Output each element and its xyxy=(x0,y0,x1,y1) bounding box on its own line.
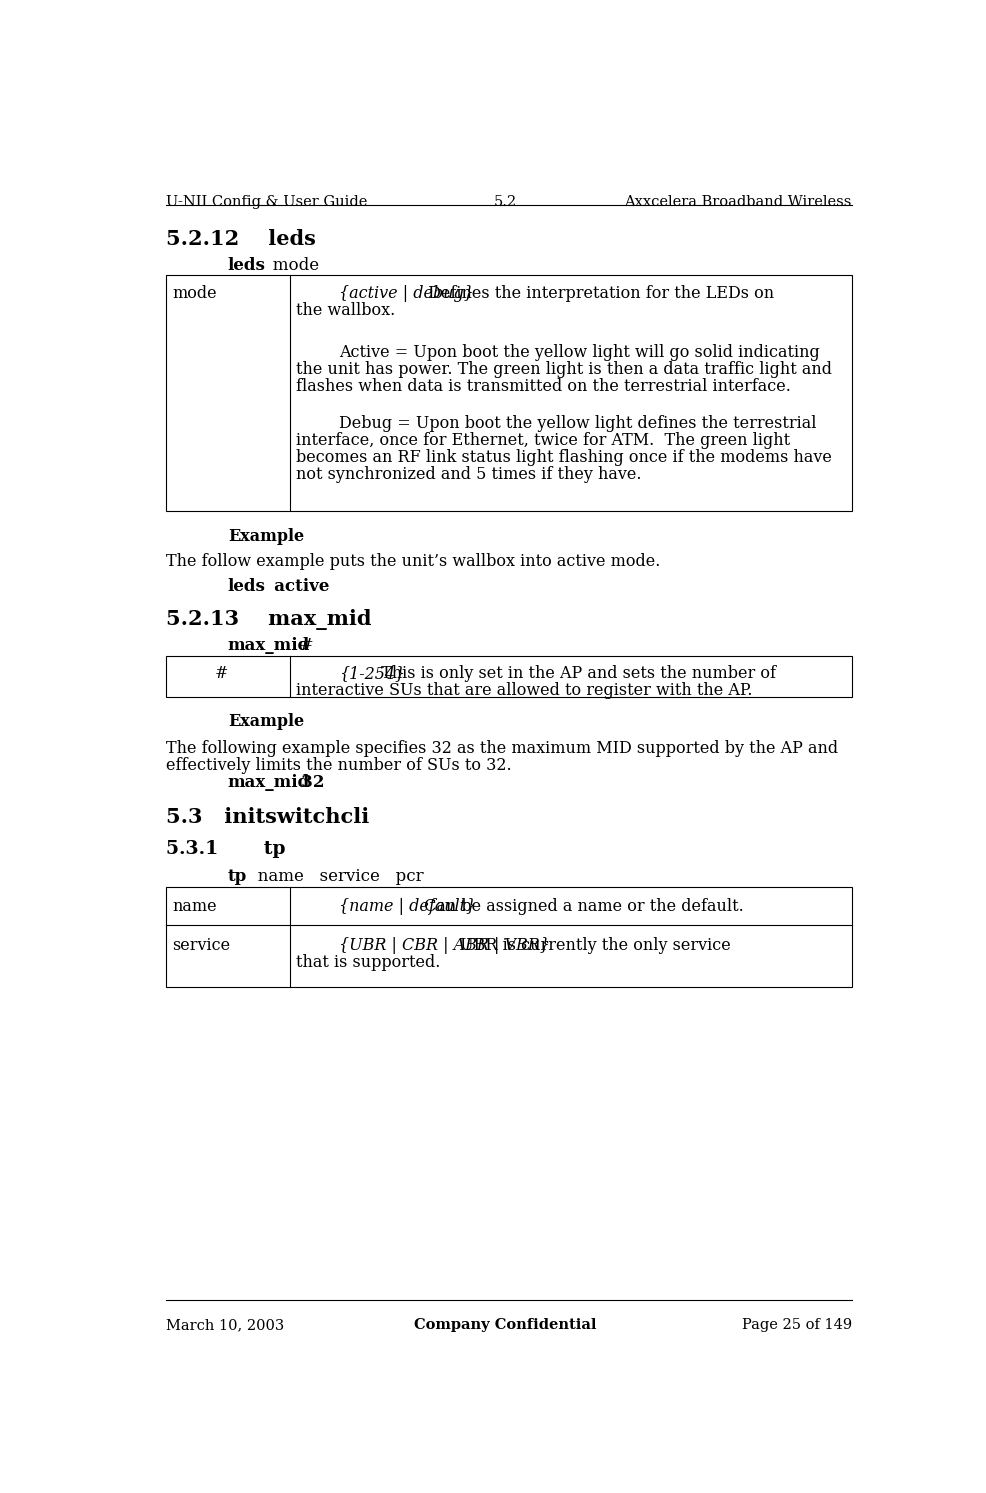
Text: The following example specifies 32 as the maximum MID supported by the AP and: The following example specifies 32 as th… xyxy=(166,739,838,757)
Text: the wallbox.: the wallbox. xyxy=(296,302,395,318)
Text: Example: Example xyxy=(228,712,304,730)
Text: UBR is currently the only service: UBR is currently the only service xyxy=(455,936,731,954)
Text: Active = Upon boot the yellow light will go solid indicating: Active = Upon boot the yellow light will… xyxy=(339,343,819,361)
Text: not synchronized and 5 times if they have.: not synchronized and 5 times if they hav… xyxy=(296,466,642,482)
Text: 5.2: 5.2 xyxy=(494,196,517,209)
Text: mode: mode xyxy=(173,285,217,302)
Text: tp: tp xyxy=(228,869,247,885)
Text: 5.3   initswitchcli: 5.3 initswitchcli xyxy=(166,806,369,827)
Text: {UBR | CBR | ABR | VBR}: {UBR | CBR | ABR | VBR} xyxy=(339,936,549,954)
Text: {name | default}: {name | default} xyxy=(339,899,476,915)
Text: This is only set in the AP and sets the number of: This is only set in the AP and sets the … xyxy=(376,664,776,682)
Text: max_mid: max_mid xyxy=(228,638,311,654)
Text: Can be assigned a name or the default.: Can be assigned a name or the default. xyxy=(419,899,744,915)
Text: #: # xyxy=(215,664,228,682)
Text: that is supported.: that is supported. xyxy=(296,954,441,970)
Text: interactive SUs that are allowed to register with the AP.: interactive SUs that are allowed to regi… xyxy=(296,682,752,699)
Text: {1-254}: {1-254} xyxy=(339,664,405,682)
Text: Defines the interpretation for the LEDs on: Defines the interpretation for the LEDs … xyxy=(423,285,774,302)
Bar xyxy=(166,655,852,697)
Text: 32: 32 xyxy=(284,775,324,791)
Text: service: service xyxy=(173,936,230,954)
Text: Example: Example xyxy=(228,529,304,545)
Text: mode: mode xyxy=(257,257,319,273)
Text: 5.3.1       tp: 5.3.1 tp xyxy=(166,841,285,858)
Text: Axxcelera Broadband Wireless: Axxcelera Broadband Wireless xyxy=(624,196,852,209)
Text: the unit has power. The green light is then a data traffic light and: the unit has power. The green light is t… xyxy=(296,361,832,378)
Bar xyxy=(166,887,852,987)
Text: active: active xyxy=(257,578,329,596)
Text: #: # xyxy=(284,638,314,654)
Text: leds: leds xyxy=(228,578,266,596)
Text: name   service   pcr: name service pcr xyxy=(242,869,423,885)
Text: name: name xyxy=(173,899,217,915)
Text: leds: leds xyxy=(228,257,266,273)
Text: {active | debug}: {active | debug} xyxy=(339,285,473,302)
Text: becomes an RF link status light flashing once if the modems have: becomes an RF link status light flashing… xyxy=(296,449,832,466)
Text: 5.2.13    max_mid: 5.2.13 max_mid xyxy=(166,609,372,630)
Text: effectively limits the number of SUs to 32.: effectively limits the number of SUs to … xyxy=(166,757,512,773)
Text: U-NII Config & User Guide: U-NII Config & User Guide xyxy=(166,196,367,209)
Bar xyxy=(166,275,852,511)
Text: March 10, 2003: March 10, 2003 xyxy=(166,1318,284,1332)
Text: 5.2.12    leds: 5.2.12 leds xyxy=(166,230,316,249)
Text: Page 25 of 149: Page 25 of 149 xyxy=(741,1318,852,1332)
Text: flashes when data is transmitted on the terrestrial interface.: flashes when data is transmitted on the … xyxy=(296,378,791,394)
Text: interface, once for Ethernet, twice for ATM.  The green light: interface, once for Ethernet, twice for … xyxy=(296,431,790,449)
Text: Company Confidential: Company Confidential xyxy=(414,1318,597,1332)
Text: The follow example puts the unit’s wallbox into active mode.: The follow example puts the unit’s wallb… xyxy=(166,554,661,570)
Text: Debug = Upon boot the yellow light defines the terrestrial: Debug = Upon boot the yellow light defin… xyxy=(339,415,816,431)
Text: max_mid: max_mid xyxy=(228,775,311,791)
